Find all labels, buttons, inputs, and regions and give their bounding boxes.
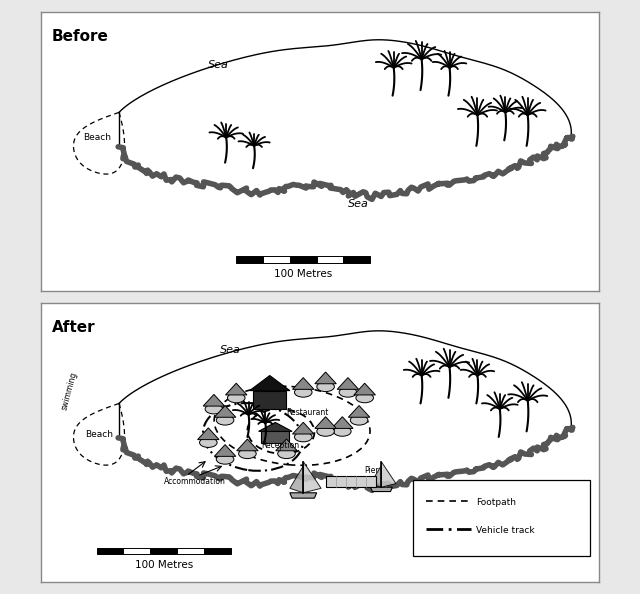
- Text: Before: Before: [52, 29, 109, 43]
- Text: After: After: [52, 320, 95, 334]
- Bar: [344, 257, 371, 263]
- Text: Footpath: Footpath: [476, 498, 516, 507]
- Polygon shape: [214, 445, 236, 456]
- Polygon shape: [276, 439, 297, 451]
- Text: Sea: Sea: [348, 200, 369, 209]
- Polygon shape: [214, 406, 236, 417]
- Text: swimming: swimming: [60, 371, 79, 411]
- Polygon shape: [292, 422, 314, 434]
- Ellipse shape: [239, 449, 256, 459]
- Ellipse shape: [350, 415, 368, 425]
- Text: Pier: Pier: [365, 466, 380, 475]
- Ellipse shape: [278, 449, 295, 459]
- Bar: [204, 548, 230, 554]
- Bar: [253, 391, 287, 409]
- Polygon shape: [74, 403, 125, 465]
- Ellipse shape: [216, 415, 234, 425]
- Bar: [263, 257, 290, 263]
- Ellipse shape: [333, 426, 351, 436]
- Ellipse shape: [356, 393, 374, 403]
- Polygon shape: [303, 462, 321, 493]
- Polygon shape: [74, 112, 125, 174]
- Bar: [150, 548, 177, 554]
- Ellipse shape: [216, 454, 234, 464]
- Polygon shape: [290, 493, 317, 498]
- Polygon shape: [292, 378, 314, 389]
- Polygon shape: [250, 375, 290, 391]
- Bar: [124, 548, 150, 554]
- Bar: [317, 257, 344, 263]
- Text: 100 Metres: 100 Metres: [274, 269, 332, 279]
- Ellipse shape: [317, 426, 334, 436]
- Ellipse shape: [227, 393, 245, 403]
- Text: Sea: Sea: [220, 345, 241, 355]
- Polygon shape: [119, 40, 572, 196]
- Polygon shape: [237, 439, 258, 451]
- Polygon shape: [348, 406, 370, 417]
- Ellipse shape: [200, 438, 217, 447]
- Ellipse shape: [339, 387, 356, 397]
- Polygon shape: [259, 422, 292, 431]
- Bar: [236, 257, 263, 263]
- Polygon shape: [315, 372, 337, 384]
- Text: Accommodation: Accommodation: [164, 478, 225, 486]
- Polygon shape: [315, 417, 337, 428]
- Text: Beach: Beach: [83, 133, 111, 143]
- FancyBboxPatch shape: [413, 480, 589, 556]
- Bar: [261, 431, 289, 443]
- Text: Reception: Reception: [261, 441, 300, 450]
- Polygon shape: [371, 487, 392, 492]
- Polygon shape: [381, 462, 396, 487]
- Polygon shape: [225, 383, 247, 395]
- Bar: [97, 548, 124, 554]
- Ellipse shape: [317, 382, 334, 391]
- Bar: [326, 476, 376, 487]
- Text: Restaurant: Restaurant: [287, 407, 329, 416]
- Polygon shape: [198, 428, 219, 440]
- Ellipse shape: [294, 387, 312, 397]
- Ellipse shape: [205, 404, 223, 414]
- Text: 100 Metres: 100 Metres: [134, 560, 193, 570]
- Polygon shape: [337, 378, 358, 389]
- Text: Sea: Sea: [209, 60, 229, 69]
- Polygon shape: [354, 383, 376, 395]
- Text: Vehicle track: Vehicle track: [476, 526, 535, 535]
- Text: Beach: Beach: [86, 430, 113, 439]
- Polygon shape: [332, 417, 353, 428]
- Polygon shape: [203, 394, 225, 406]
- Polygon shape: [290, 466, 303, 493]
- Ellipse shape: [294, 432, 312, 442]
- Bar: [177, 548, 204, 554]
- Bar: [290, 257, 317, 263]
- Polygon shape: [371, 466, 381, 487]
- Polygon shape: [119, 331, 572, 487]
